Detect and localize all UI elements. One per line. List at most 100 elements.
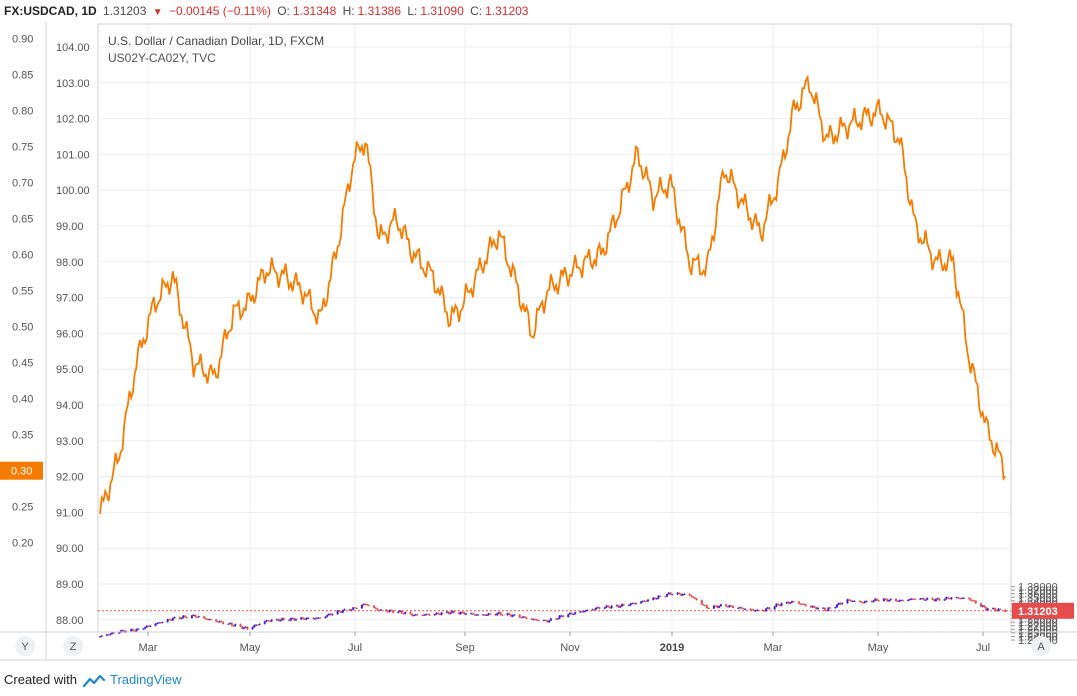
candle-body bbox=[229, 622, 232, 624]
candle-body bbox=[960, 598, 963, 600]
candle-body bbox=[933, 599, 936, 602]
axis-button-label: Z bbox=[70, 641, 77, 653]
candle bbox=[265, 619, 268, 622]
candle-body bbox=[483, 614, 486, 616]
candle bbox=[985, 606, 988, 611]
candle-body bbox=[242, 627, 245, 629]
candle-body bbox=[208, 619, 211, 621]
candle-body bbox=[764, 608, 767, 612]
candle bbox=[752, 609, 755, 612]
candle-body bbox=[350, 609, 353, 611]
candle-body bbox=[142, 628, 145, 630]
candle-body bbox=[542, 620, 545, 622]
candle bbox=[216, 620, 219, 623]
candle-body bbox=[886, 599, 889, 602]
candle bbox=[801, 603, 804, 605]
candle bbox=[579, 610, 582, 613]
axes-layer: 0.90 0.85 0.80 0.75 0.70 0.65 0.60 0.55 0.50 0.45… bbox=[0, 22, 1077, 661]
candle-body bbox=[379, 609, 382, 611]
left-axis-tick: 0.60 bbox=[12, 250, 33, 262]
candle-body bbox=[863, 601, 866, 603]
legend-overlay[interactable]: US02Y-CA02Y, TVC bbox=[108, 51, 216, 65]
candle bbox=[849, 599, 852, 602]
candle bbox=[315, 617, 318, 620]
candle-body bbox=[378, 610, 381, 612]
candle bbox=[386, 610, 389, 613]
candle bbox=[666, 593, 669, 598]
candle bbox=[367, 604, 370, 607]
candle bbox=[712, 605, 715, 610]
candle-body bbox=[204, 618, 207, 620]
axis-button-z[interactable]: Z bbox=[63, 636, 83, 656]
candle-body bbox=[692, 596, 695, 598]
candle bbox=[764, 608, 767, 612]
candle bbox=[655, 597, 658, 600]
candle bbox=[244, 626, 247, 629]
candle bbox=[267, 619, 270, 622]
candle bbox=[258, 623, 261, 626]
candle-body bbox=[99, 636, 101, 638]
candle-body bbox=[556, 618, 559, 620]
left-axis-tick: 0.85 bbox=[12, 70, 33, 82]
candle bbox=[156, 622, 159, 625]
candle bbox=[215, 618, 218, 623]
candle-body bbox=[530, 618, 533, 620]
candle bbox=[742, 607, 745, 610]
legend-main[interactable]: U.S. Dollar / Canadian Dollar, 1D, FXCM bbox=[108, 34, 324, 48]
candle-body bbox=[425, 614, 428, 616]
candle bbox=[900, 599, 903, 602]
candle-body bbox=[324, 616, 327, 619]
mid-axis-tick: 102.00 bbox=[56, 114, 90, 126]
candle bbox=[667, 592, 670, 595]
price-chart[interactable]: 0.90 0.85 0.80 0.75 0.70 0.65 0.60 0.55 0.50 0.45… bbox=[0, 22, 1077, 662]
candle-body bbox=[676, 592, 679, 595]
candle bbox=[933, 598, 936, 602]
candle-body bbox=[281, 618, 284, 621]
candle-body bbox=[962, 597, 965, 599]
candle bbox=[546, 619, 549, 623]
chart-frame[interactable]: 0.90 0.85 0.80 0.75 0.70 0.65 0.60 0.55 0.50 0.45… bbox=[0, 22, 1077, 662]
candle-body bbox=[981, 605, 984, 607]
candle bbox=[555, 617, 558, 620]
candle-body bbox=[900, 600, 903, 602]
candle bbox=[388, 609, 391, 613]
candle-body bbox=[936, 598, 939, 600]
axis-button-bg bbox=[1031, 636, 1051, 656]
candle-body bbox=[633, 603, 636, 605]
candle-body bbox=[622, 604, 625, 606]
candle-body bbox=[267, 620, 270, 622]
candle-body bbox=[482, 614, 485, 616]
candle bbox=[506, 612, 509, 616]
candle-body bbox=[157, 622, 160, 624]
candle-body bbox=[473, 614, 476, 616]
left-axis-tick: 0.50 bbox=[12, 322, 33, 334]
candle bbox=[789, 602, 792, 605]
candle-body bbox=[400, 610, 403, 614]
candle bbox=[811, 605, 814, 609]
symbol-name[interactable]: FX:USDCAD, 1D bbox=[4, 4, 97, 18]
candle bbox=[936, 597, 939, 600]
candle bbox=[834, 606, 837, 609]
candle bbox=[676, 592, 679, 595]
candle-body bbox=[610, 605, 613, 609]
candle bbox=[511, 614, 514, 618]
candle bbox=[374, 606, 377, 610]
candle bbox=[974, 600, 977, 604]
candle-body bbox=[315, 617, 318, 619]
mid-axis-tick: 93.00 bbox=[56, 436, 84, 448]
candle-body bbox=[376, 608, 379, 611]
candle bbox=[340, 610, 343, 614]
candle-body bbox=[853, 600, 856, 602]
candle bbox=[107, 633, 110, 636]
candle bbox=[681, 593, 684, 597]
candle-body bbox=[288, 619, 291, 621]
right-axis-tick: 1.35000 bbox=[1018, 592, 1058, 604]
candle bbox=[520, 616, 523, 619]
candle bbox=[314, 617, 317, 620]
axis-button-a[interactable]: A bbox=[1031, 636, 1051, 656]
axis-button-y[interactable]: Y bbox=[15, 636, 35, 656]
candle bbox=[714, 605, 717, 607]
candle bbox=[882, 597, 885, 602]
tradingview-brand[interactable]: TradingView bbox=[110, 672, 182, 687]
candle bbox=[293, 617, 296, 622]
